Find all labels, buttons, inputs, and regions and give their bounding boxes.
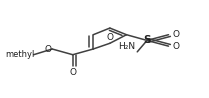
Text: O: O: [44, 44, 51, 54]
Text: O: O: [106, 33, 113, 42]
Text: O: O: [172, 30, 179, 39]
Text: O: O: [69, 68, 76, 77]
Text: S: S: [143, 35, 151, 45]
Text: H₂N: H₂N: [118, 42, 135, 51]
Text: O: O: [172, 42, 179, 51]
Text: methyl: methyl: [5, 50, 35, 59]
